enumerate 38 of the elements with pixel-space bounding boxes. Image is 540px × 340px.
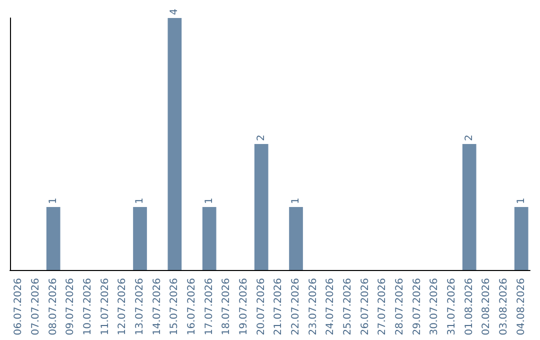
data-label: 1 bbox=[48, 198, 59, 204]
x-tick-label: 04.08.2026 bbox=[516, 278, 527, 336]
x-tick-label: 21.07.2026 bbox=[273, 278, 284, 336]
x-tick-label: 06.07.2026 bbox=[13, 278, 24, 336]
x-tick-label: 31.07.2026 bbox=[446, 278, 458, 336]
x-tick-label: 18.07.2026 bbox=[221, 278, 232, 336]
x-tick-label: 16.07.2026 bbox=[186, 278, 198, 336]
data-label: 1 bbox=[134, 198, 146, 204]
x-tick-label: 03.08.2026 bbox=[498, 278, 510, 336]
x-tick-label: 25.07.2026 bbox=[342, 278, 354, 336]
x-tick-label: 30.07.2026 bbox=[429, 278, 440, 336]
x-tick-label: 02.08.2026 bbox=[481, 278, 492, 336]
x-tick-label: 12.07.2026 bbox=[117, 278, 128, 336]
data-label: 4 bbox=[169, 8, 180, 15]
x-tick-label: 29.07.2026 bbox=[412, 278, 423, 336]
data-label: 1 bbox=[516, 198, 527, 204]
x-tick-label: 26.07.2026 bbox=[360, 278, 371, 336]
data-label: 1 bbox=[290, 198, 302, 204]
data-label: 1 bbox=[204, 198, 215, 204]
x-tick-label: 13.07.2026 bbox=[134, 278, 146, 336]
x-tick-label: 20.07.2026 bbox=[256, 278, 267, 336]
x-tick-label: 27.07.2026 bbox=[377, 278, 388, 336]
x-tick-label: 07.07.2026 bbox=[30, 278, 42, 336]
x-tick-label: 23.07.2026 bbox=[308, 278, 319, 336]
x-tick-label: 09.07.2026 bbox=[65, 278, 76, 336]
x-tick-label: 24.07.2026 bbox=[325, 278, 336, 336]
data-label: 2 bbox=[256, 134, 267, 141]
x-tick-label: 14.07.2026 bbox=[152, 278, 163, 336]
x-tick-label: 11.07.2026 bbox=[100, 278, 111, 336]
x-tick-label: 19.07.2026 bbox=[238, 278, 250, 336]
x-tick-label: 28.07.2026 bbox=[394, 278, 406, 336]
x-tick-label: 01.08.2026 bbox=[464, 278, 475, 336]
x-tick-label: 22.07.2026 bbox=[290, 278, 302, 336]
x-tick-label: 08.07.2026 bbox=[48, 278, 59, 336]
x-tick-label: 15.07.2026 bbox=[169, 278, 180, 336]
data-label: 2 bbox=[464, 134, 475, 141]
x-tick-label: 17.07.2026 bbox=[204, 278, 215, 336]
x-tick-label: 10.07.2026 bbox=[82, 278, 94, 336]
